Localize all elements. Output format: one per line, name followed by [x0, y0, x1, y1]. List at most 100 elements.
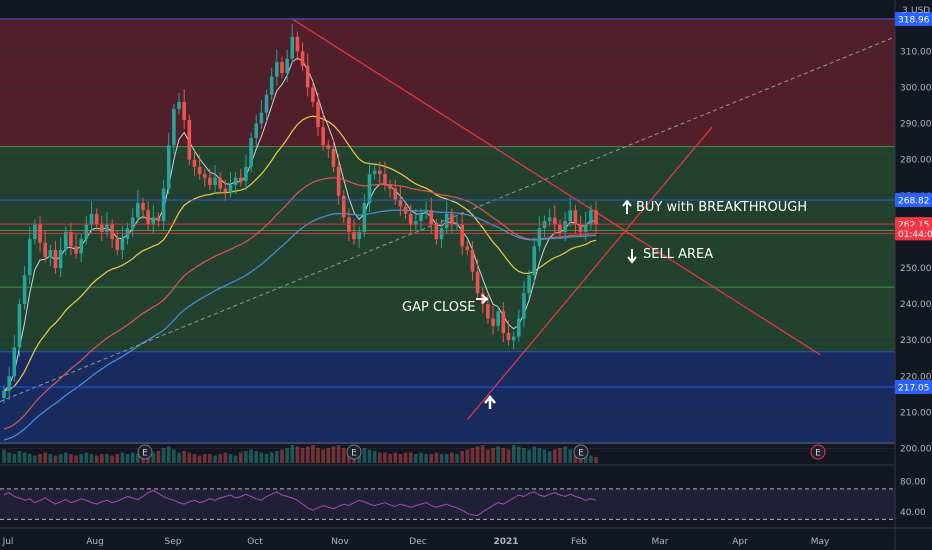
- y-tick-label: 220.00: [900, 372, 932, 382]
- candle: [7, 376, 11, 391]
- volume-bar: [450, 452, 454, 463]
- ma-long-line: [3, 209, 597, 441]
- candle: [516, 318, 521, 337]
- volume-bar: [223, 452, 228, 463]
- volume-bar: [537, 448, 542, 463]
- volume-bar: [249, 449, 253, 463]
- candle: [151, 217, 156, 225]
- candle: [74, 246, 78, 254]
- candle: [58, 249, 63, 268]
- volume-bar: [594, 457, 598, 463]
- volume-bar: [460, 451, 464, 463]
- candle: [177, 101, 181, 110]
- candle: [69, 231, 73, 247]
- volume-bar: [89, 454, 94, 463]
- earnings-letter: E: [351, 449, 357, 459]
- volume-bar: [424, 454, 428, 463]
- earnings-marker[interactable]: E: [346, 444, 362, 460]
- volume-bar: [511, 445, 516, 463]
- volume-bar: [341, 448, 346, 463]
- volume-bar: [367, 449, 372, 463]
- candle: [275, 62, 279, 77]
- candle: [259, 112, 264, 124]
- candle: [228, 184, 233, 193]
- volume-bar: [568, 449, 573, 463]
- volume-bar: [419, 452, 423, 463]
- currency-label: USD: [911, 6, 930, 16]
- candle: [2, 390, 6, 398]
- volume-bar: [491, 448, 495, 463]
- volume-bar: [547, 451, 552, 463]
- candle: [511, 336, 516, 341]
- time-axis[interactable]: Jul Aug Sep Oct Nov Dec 2021 Feb Mar Apr May: [0, 527, 932, 547]
- earnings-marker[interactable]: E: [573, 444, 589, 460]
- price-axis[interactable]: 200.00210.00220.00230.00240.00250.00260.…: [894, 0, 932, 550]
- price-zone: [0, 18, 895, 147]
- annotation-label[interactable]: BUY with BREAKTHROUGH: [622, 199, 807, 215]
- volume-bar: [233, 455, 238, 463]
- candle: [563, 221, 567, 232]
- candle: [22, 275, 27, 305]
- candle: [501, 311, 506, 333]
- price-badge-text: 268.82: [898, 197, 930, 207]
- volume-bar: [33, 455, 37, 463]
- volume-bar: [187, 452, 192, 463]
- candle: [156, 217, 161, 222]
- candle: [48, 249, 53, 258]
- candle: [470, 249, 475, 272]
- candle: [372, 170, 377, 175]
- candle: [244, 166, 248, 182]
- candle: [218, 177, 222, 189]
- candle: [208, 177, 212, 185]
- candle: [589, 210, 593, 225]
- candle: [326, 145, 331, 149]
- earnings-marker[interactable]: E: [810, 444, 826, 460]
- volume-bar: [408, 452, 413, 463]
- volume-bar: [383, 452, 387, 463]
- volume-bar: [434, 452, 439, 463]
- volume-bar: [295, 446, 300, 463]
- volume-bar: [79, 454, 84, 463]
- volume-bar: [177, 452, 181, 463]
- candle: [537, 228, 542, 247]
- resistance-trendline: [291, 18, 821, 356]
- price-badge: [895, 193, 932, 208]
- volume-bar: [22, 452, 27, 463]
- volume-bar: [228, 454, 233, 463]
- volume-bar: [38, 454, 42, 463]
- ma-mid-line: [3, 115, 597, 392]
- candle: [357, 231, 361, 240]
- x-tick-label: Apr: [732, 537, 748, 547]
- volume-bar: [300, 448, 305, 463]
- candle: [408, 213, 413, 225]
- y-tick-label: 230.00: [900, 336, 932, 346]
- price-badge-text: 01:44:07: [898, 230, 932, 240]
- grid: [0, 50, 895, 450]
- volume-bar: [166, 446, 171, 463]
- annotation-label[interactable]: GAP CLOSE: [402, 294, 489, 315]
- volume-bar: [105, 454, 109, 463]
- volume-bar: [280, 449, 284, 463]
- arrow-up-icon: [622, 199, 632, 214]
- price-badge-text: 262.15: [898, 221, 930, 231]
- candle: [383, 174, 387, 185]
- y-tick-label: 290.00: [900, 120, 932, 130]
- x-tick-label: Dec: [409, 537, 426, 547]
- earnings-marker[interactable]: E: [137, 444, 153, 460]
- volume-bar: [254, 451, 259, 463]
- candle: [455, 224, 459, 226]
- annotation-label[interactable]: SELL AREA: [627, 247, 713, 264]
- volume-bar: [202, 454, 207, 463]
- candle: [475, 271, 480, 294]
- volume-bar: [398, 454, 403, 463]
- candle: [136, 203, 140, 218]
- volume-bar: [326, 448, 331, 463]
- candle: [558, 224, 562, 232]
- candle: [269, 76, 274, 95]
- candle: [527, 275, 531, 294]
- candle: [166, 145, 171, 189]
- arrow-up-icon: [484, 395, 496, 409]
- candle: [223, 188, 228, 193]
- earnings-letter: E: [815, 449, 821, 459]
